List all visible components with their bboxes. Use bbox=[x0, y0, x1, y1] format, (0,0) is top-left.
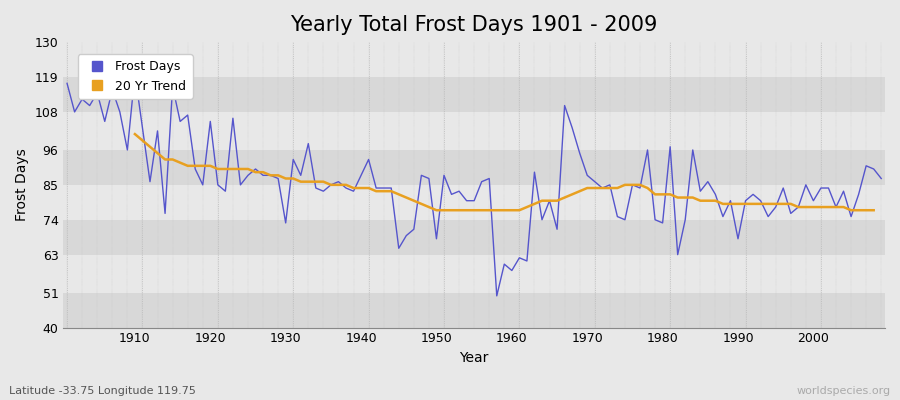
Bar bbox=[63, 112, 885, 150]
Bar bbox=[63, 220, 885, 255]
Legend: Frost Days, 20 Yr Trend: Frost Days, 20 Yr Trend bbox=[77, 54, 193, 99]
Bar bbox=[63, 150, 885, 185]
Bar bbox=[63, 185, 885, 220]
Bar bbox=[63, 42, 885, 77]
Y-axis label: Frost Days: Frost Days bbox=[15, 148, 29, 221]
Bar bbox=[63, 293, 885, 328]
Title: Yearly Total Frost Days 1901 - 2009: Yearly Total Frost Days 1901 - 2009 bbox=[291, 15, 658, 35]
X-axis label: Year: Year bbox=[460, 351, 489, 365]
Text: Latitude -33.75 Longitude 119.75: Latitude -33.75 Longitude 119.75 bbox=[9, 386, 196, 396]
Bar bbox=[63, 77, 885, 112]
Bar bbox=[63, 255, 885, 293]
Text: worldspecies.org: worldspecies.org bbox=[796, 386, 891, 396]
